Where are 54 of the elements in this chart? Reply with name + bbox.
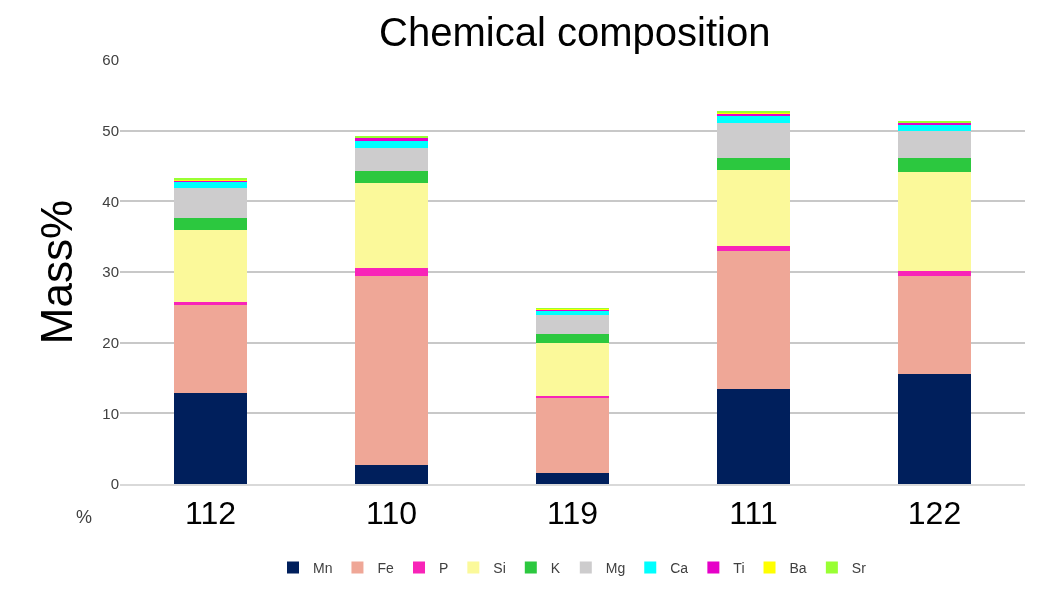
bar xyxy=(717,169,790,246)
bar xyxy=(536,398,609,474)
y-tick-label: 60 xyxy=(102,51,119,69)
y-tick-label: 50 xyxy=(102,121,119,139)
legend-label: Ca xyxy=(670,559,689,576)
x-tick-label: 110 xyxy=(365,495,418,532)
legend-label: Fe xyxy=(377,559,394,576)
legend-label: K xyxy=(550,559,561,576)
bar xyxy=(174,230,247,302)
bar xyxy=(898,373,971,484)
bar xyxy=(536,342,609,397)
legend-label: Mg xyxy=(605,559,626,576)
y-tick-label: 10 xyxy=(102,404,119,422)
bar xyxy=(536,473,609,484)
bar xyxy=(355,464,428,484)
x-tick-label: 119 xyxy=(546,495,599,532)
y-tick-label: 20 xyxy=(102,333,119,351)
legend-label: Ba xyxy=(789,559,807,576)
bar xyxy=(355,170,428,183)
bar xyxy=(355,140,428,149)
legend-label: Ti xyxy=(733,559,745,576)
bar xyxy=(717,245,790,251)
bar xyxy=(717,157,790,170)
bar xyxy=(898,172,971,272)
y-tick-label: 0 xyxy=(110,475,119,493)
bar xyxy=(355,268,428,277)
legend-label: Sr xyxy=(851,559,867,576)
legend-label: Mn xyxy=(313,559,333,576)
x-tick-label: 111 xyxy=(729,495,778,532)
bar xyxy=(536,396,609,399)
legend-label: Si xyxy=(493,559,506,576)
text: % xyxy=(76,507,93,527)
bar xyxy=(898,275,971,374)
legend-label: P xyxy=(439,559,449,576)
bar xyxy=(174,392,247,484)
bar xyxy=(898,158,971,173)
bar xyxy=(898,271,971,276)
bar xyxy=(174,301,247,305)
bar xyxy=(174,217,247,231)
bar xyxy=(536,334,609,343)
y-tick-label: 40 xyxy=(102,192,119,210)
bar xyxy=(174,181,247,188)
bar xyxy=(536,315,609,335)
y-tick-label: 30 xyxy=(102,263,119,281)
x-tick-label: 122 xyxy=(907,495,962,532)
bar xyxy=(717,250,790,390)
bar xyxy=(717,389,790,484)
bar xyxy=(355,182,428,269)
chart-title: Chemical composition xyxy=(379,9,771,54)
x-tick-label: 112 xyxy=(184,495,237,532)
bar xyxy=(355,276,428,465)
y-axis-title: Mass% xyxy=(32,199,82,345)
bar xyxy=(174,304,247,393)
bar xyxy=(355,148,428,171)
